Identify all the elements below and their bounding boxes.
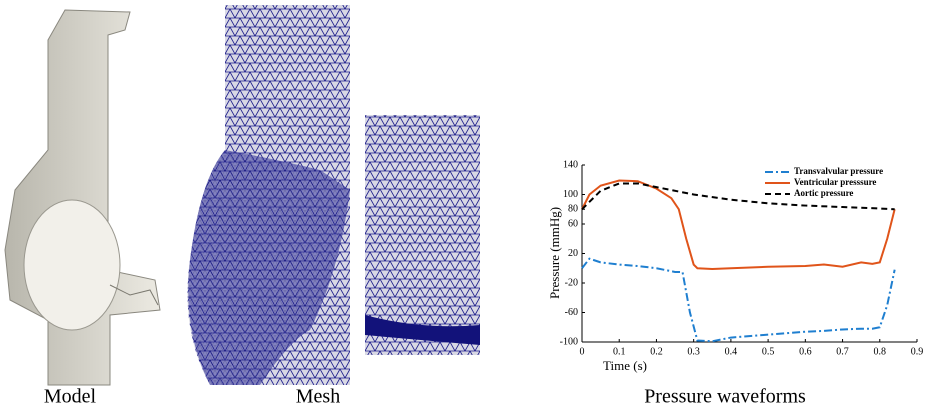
x-tick-label: 0.4 — [725, 346, 738, 357]
x-tick-label: 0.9 — [911, 346, 924, 357]
model-image — [5, 10, 160, 385]
panel-label: Mesh — [296, 386, 340, 408]
figure: Model Mesh Pressure waveforms Time (s) P… — [0, 0, 935, 411]
y-tick-label: 20 — [568, 248, 578, 259]
y-tick-label: -20 — [565, 277, 578, 288]
series-line — [582, 259, 895, 342]
x-tick-label: 0.7 — [836, 346, 849, 357]
legend-label: Aortic pressure — [794, 188, 853, 198]
y-tick-label: 60 — [568, 218, 578, 229]
x-tick-label: 0.2 — [650, 346, 663, 357]
x-tick-label: 0.3 — [687, 346, 700, 357]
y-tick-label: 80 — [568, 204, 578, 215]
x-axis-label: Time (s) — [603, 358, 647, 373]
panel-label: Model — [44, 386, 97, 408]
mesh-image — [188, 5, 481, 385]
legend-label: Ventricular presssure — [794, 177, 876, 187]
legend-label: Transvalvular pressure — [794, 166, 883, 176]
x-tick-label: 0.8 — [874, 346, 887, 357]
y-tick-label: -100 — [560, 336, 578, 347]
x-tick-label: 0.6 — [799, 346, 812, 357]
x-tick-label: 0 — [580, 346, 585, 357]
y-tick-label: 140 — [563, 159, 578, 170]
y-tick-label: -60 — [565, 307, 578, 318]
x-tick-label: 0.1 — [613, 346, 626, 357]
y-axis-label: Pressure (mmHg) — [547, 207, 562, 299]
x-tick-label: 0.5 — [762, 346, 775, 357]
y-tick-label: 100 — [563, 189, 578, 200]
chart-caption: Pressure waveforms — [644, 386, 806, 408]
